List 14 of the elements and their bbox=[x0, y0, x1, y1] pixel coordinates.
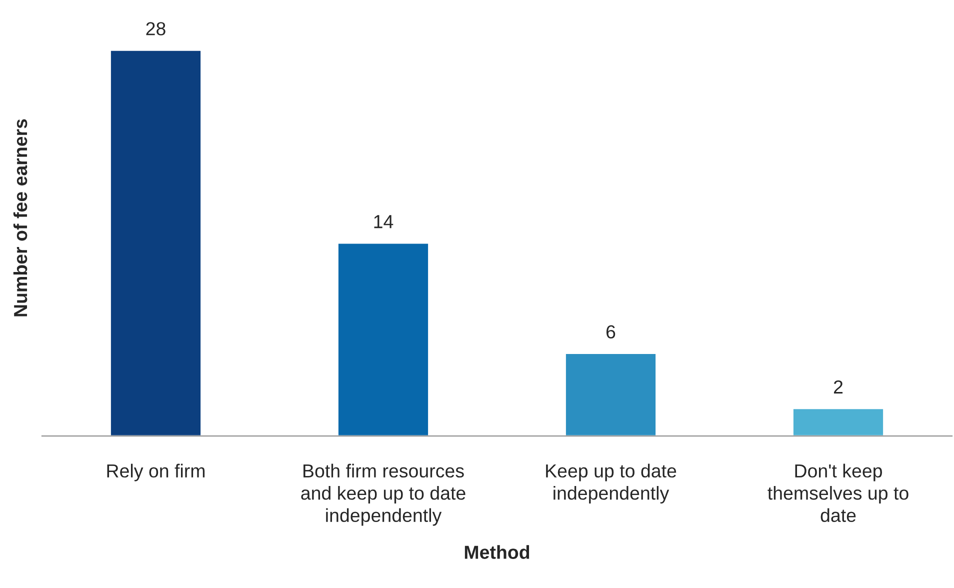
bar bbox=[110, 49, 202, 436]
x-axis-title: Method bbox=[464, 545, 530, 559]
y-axis-title: Number of fee earners bbox=[13, 119, 28, 316]
data-label: 28 bbox=[146, 22, 166, 36]
data-label: 14 bbox=[374, 215, 394, 228]
x-tick-label: Don't keep themselves up to date bbox=[768, 464, 908, 522]
bar bbox=[792, 408, 884, 436]
data-label: 2 bbox=[834, 380, 843, 394]
bar bbox=[337, 242, 430, 436]
x-tick-label: Both firm resources and keep up to date independently bbox=[301, 464, 466, 526]
bar bbox=[564, 352, 657, 436]
x-tick-label: Rely on firm bbox=[107, 464, 205, 482]
data-label: 6 bbox=[606, 325, 616, 339]
x-tick-label: Keep up to date independently bbox=[546, 464, 676, 504]
